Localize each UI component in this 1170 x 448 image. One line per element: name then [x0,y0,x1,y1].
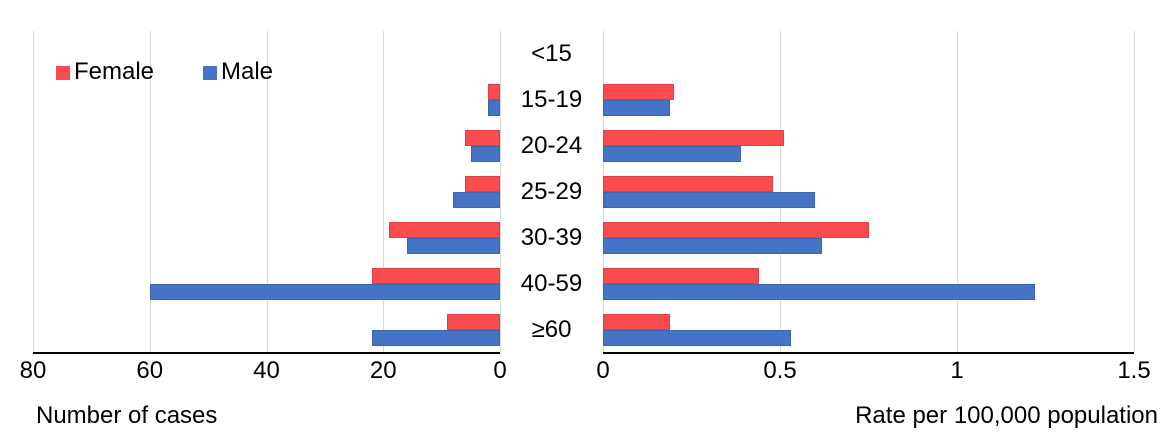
panel-number-of-cases [33,31,501,353]
bar-rate-female-40-59 [603,268,759,284]
bar-cases-male-25-29 [453,192,500,208]
gridline-cases-80 [33,31,34,353]
gridline-rate-1 [957,31,958,353]
tick-label-rate-0.5: 0.5 [763,357,797,384]
age-label-≥60: ≥60 [531,316,572,343]
age-label-30-39: 30-39 [520,224,583,251]
bar-cases-male-≥60 [371,330,500,346]
female-swatch-icon [56,66,70,80]
tick-label-rate-0: 0 [596,357,610,384]
legend-label-male: Male [221,58,274,85]
tick-label-cases-40: 40 [253,357,280,384]
tick-label-rate-1: 1 [950,357,964,384]
bar-rate-female-25-29 [603,176,773,192]
x-axis-line-rate [603,352,1134,354]
bar-cases-male-20-24 [470,146,500,162]
age-label-25-29: 25-29 [520,178,583,205]
axis-title-number-of-cases: Number of cases [36,402,218,429]
legend-item-male: Male [203,60,273,84]
panel-rate-per-100000 [603,31,1135,353]
bar-rate-female-15-19 [603,84,674,100]
x-axis-line-cases [33,352,500,354]
axis-title-rate-per-100000: Rate per 100,000 population [855,402,1158,429]
tick-label-cases-20: 20 [369,357,397,384]
gridline-rate-1.5 [1134,31,1135,353]
bar-rate-male-30-39 [603,238,823,254]
bar-cases-female-≥60 [447,314,500,330]
male-swatch-icon [203,66,217,80]
age-label-<15: <15 [531,40,572,67]
bar-cases-female-25-29 [464,176,500,192]
tick-label-cases-80: 80 [19,357,47,384]
tick-label-cases-60: 60 [136,357,164,384]
bar-rate-male-20-24 [603,146,742,162]
legend-label-female: Female [74,58,155,85]
bar-cases-female-20-24 [464,130,500,146]
bar-cases-female-40-59 [371,268,500,284]
bar-rate-male-25-29 [603,192,816,208]
gridline-cases-40 [266,31,268,353]
bar-rate-male-15-19 [603,100,671,116]
bar-cases-male-40-59 [149,284,500,300]
gridline-cases-60 [149,31,151,353]
bar-rate-female-20-24 [603,130,784,146]
tick-label-cases-0: 0 [493,357,507,384]
gridline-cases-20 [383,31,385,353]
bar-cases-male-15-19 [488,100,500,116]
bar-rate-female-≥60 [603,314,671,330]
bar-cases-male-30-39 [406,238,500,254]
gridline-cases-0 [500,31,501,353]
bar-cases-female-30-39 [389,222,500,238]
bar-rate-male-40-59 [603,284,1035,300]
tick-label-rate-1.5: 1.5 [1117,357,1151,384]
bar-rate-male-≥60 [603,330,791,346]
age-label-20-24: 20-24 [520,132,583,159]
bar-cases-female-15-19 [488,84,500,100]
age-label-40-59: 40-59 [520,270,583,297]
bar-rate-female-30-39 [603,222,869,238]
age-label-15-19: 15-19 [520,86,583,113]
legend-item-female: Female [56,60,154,84]
